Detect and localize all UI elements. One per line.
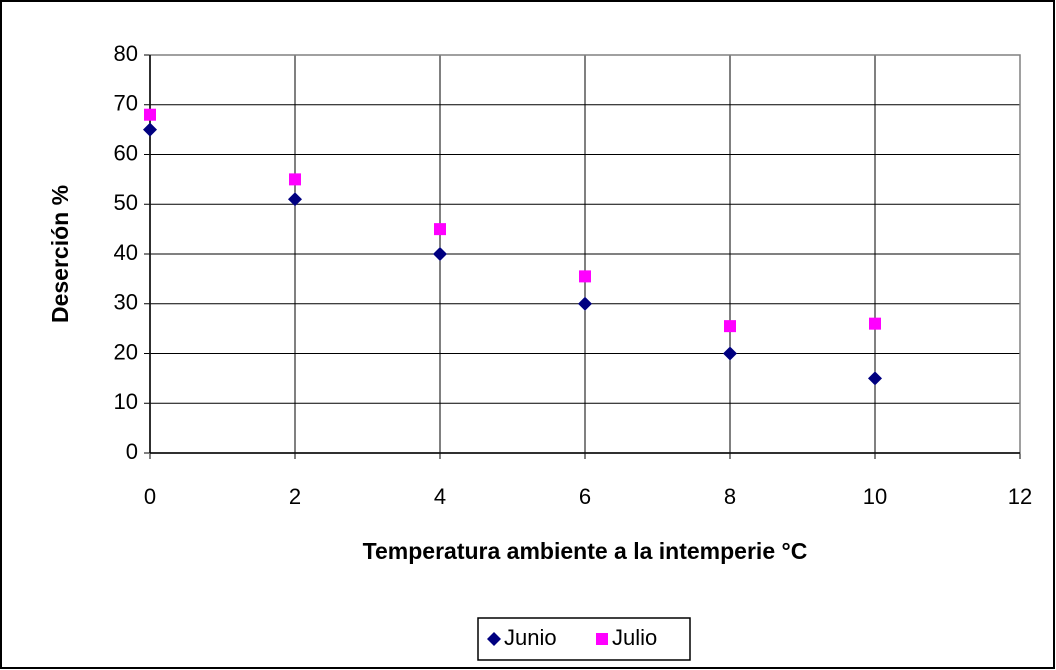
y-tick-label: 60 bbox=[114, 140, 138, 165]
y-tick-label: 10 bbox=[114, 389, 138, 414]
legend-label: Junio bbox=[504, 625, 557, 650]
y-tick-label: 50 bbox=[114, 190, 138, 215]
point bbox=[144, 108, 156, 121]
x-tick-label: 6 bbox=[579, 484, 591, 509]
x-tick-label: 10 bbox=[863, 484, 887, 509]
point bbox=[434, 223, 446, 236]
point bbox=[579, 270, 591, 283]
point bbox=[868, 371, 882, 386]
y-axis-label: Deserción % bbox=[47, 185, 73, 323]
y-tick-label: 20 bbox=[114, 339, 138, 364]
y-tick-label: 40 bbox=[114, 240, 138, 265]
y-tick-label: 30 bbox=[114, 290, 138, 315]
legend-marker bbox=[596, 633, 608, 645]
point bbox=[578, 296, 592, 311]
point bbox=[289, 173, 301, 186]
y-tick-label: 70 bbox=[114, 91, 138, 116]
legend-label: Julio bbox=[612, 625, 657, 650]
legend: Junio Julio bbox=[477, 617, 691, 661]
point bbox=[869, 317, 881, 330]
legend-box bbox=[477, 617, 691, 661]
legend-marker bbox=[487, 632, 501, 646]
x-tick-label: 4 bbox=[434, 484, 446, 509]
x-tick-label: 2 bbox=[289, 484, 301, 509]
x-axis-label: Temperatura ambiente a la intemperie °C bbox=[363, 538, 808, 564]
x-tick-label: 0 bbox=[144, 484, 156, 509]
x-tick-label: 12 bbox=[1008, 484, 1032, 509]
y-tick-label: 0 bbox=[126, 439, 138, 464]
point bbox=[724, 320, 736, 333]
point bbox=[433, 247, 447, 261]
point bbox=[143, 122, 157, 137]
x-tick-label: 8 bbox=[724, 484, 736, 509]
point bbox=[288, 192, 302, 207]
y-tick-label: 80 bbox=[114, 41, 138, 66]
point bbox=[723, 346, 737, 361]
